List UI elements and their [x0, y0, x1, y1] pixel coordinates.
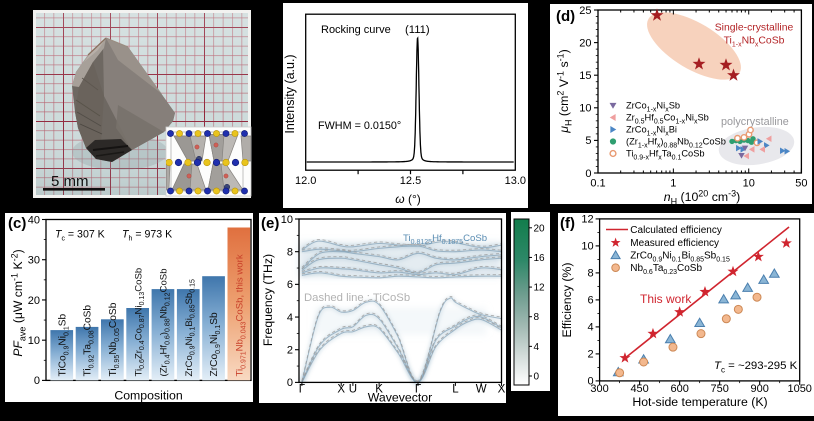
svg-text:FWHM = 0.0150°: FWHM = 0.0150° [318, 120, 401, 132]
svg-text:8: 8 [534, 312, 540, 323]
svg-text:Measured efficiency: Measured efficiency [630, 238, 719, 249]
svg-text:X: X [498, 384, 506, 396]
svg-text:μH (cm2 V-1 s-1): μH (cm2 V-1 s-1) [555, 49, 573, 134]
svg-text:X: X [337, 384, 345, 396]
svg-text:Ti0.8125Hf0.1875CoSb: Ti0.8125Hf0.1875CoSb [403, 233, 487, 246]
svg-text:450: 450 [630, 383, 648, 395]
svg-text:600: 600 [670, 383, 688, 395]
svg-text:12: 12 [581, 214, 593, 226]
svg-text:(d): (d) [556, 8, 575, 25]
svg-text:12: 12 [534, 283, 546, 294]
svg-text:Γ: Γ [299, 384, 306, 396]
svg-text:30: 30 [28, 255, 40, 267]
svg-text:2: 2 [287, 345, 293, 357]
svg-text:6: 6 [287, 279, 293, 291]
svg-text:ZrCo0.9Ni0.1Bi0.85Sb0.15: ZrCo0.9Ni0.1Bi0.85Sb0.15 [630, 251, 730, 264]
svg-text:ZrCo1-xNixBi: ZrCo1-xNixBi [626, 125, 677, 138]
svg-text:0: 0 [287, 377, 293, 389]
svg-text:nH (1020 cm-3): nH (1020 cm-3) [664, 188, 741, 206]
svg-text:Single-crystalline: Single-crystalline [715, 23, 794, 34]
svg-text:Wavevector: Wavevector [368, 391, 432, 405]
svg-text:10: 10 [579, 103, 591, 115]
svg-text:15: 15 [579, 70, 591, 82]
svg-text:ZrCo0.9Ni0.1Sb: ZrCo0.9Ni0.1Sb [209, 312, 222, 377]
svg-text:PFave (μW cm-1 K-2): PFave (μW cm-1 K-2) [9, 249, 27, 356]
svg-text:40: 40 [28, 214, 40, 226]
svg-text:13.0: 13.0 [505, 175, 526, 187]
svg-text:4: 4 [587, 322, 593, 334]
svg-text:Intensity (a.u.): Intensity (a.u.) [283, 54, 297, 133]
svg-text:900: 900 [751, 383, 769, 395]
svg-text:Tc = 307 K: Tc = 307 K [55, 229, 105, 243]
svg-text:U: U [349, 384, 357, 396]
svg-text:50: 50 [795, 178, 807, 190]
svg-text:8: 8 [287, 246, 293, 258]
svg-text:TiCo0.9Ni0.1Sb: TiCo0.9Ni0.1Sb [57, 313, 70, 376]
svg-text:(Zr0.4Hf0.6)0.88Nb0.12CoSb: (Zr0.4Hf0.6)0.88Nb0.12CoSb [159, 268, 172, 376]
svg-text:12.0: 12.0 [295, 175, 316, 187]
svg-text:10: 10 [281, 214, 293, 226]
svg-text:Ti0.971Nb0.043CoSb, this work: Ti0.971Nb0.043CoSb, this work [234, 254, 247, 376]
svg-text:Composition: Composition [114, 389, 183, 403]
svg-text:Ti1-xNbxCoSb: Ti1-xNbxCoSb [724, 36, 785, 49]
svg-text:4: 4 [287, 312, 293, 324]
svg-text:ZrCo1-xNixSb: ZrCo1-xNixSb [626, 101, 680, 114]
svg-text:This work: This work [640, 292, 692, 306]
svg-text:Efficiency (%): Efficiency (%) [560, 263, 574, 338]
svg-text:20: 20 [534, 223, 546, 234]
svg-text:1050: 1050 [787, 383, 811, 395]
svg-text:Ti0.92Ta0.08CoSb: Ti0.92Ta0.08CoSb [83, 305, 96, 377]
svg-text:10: 10 [743, 178, 755, 190]
svg-text:4: 4 [534, 342, 540, 353]
svg-text:20: 20 [28, 295, 40, 307]
svg-text:(111): (111) [405, 24, 430, 36]
svg-text:25: 25 [579, 5, 591, 17]
svg-text:5 mm: 5 mm [51, 173, 89, 190]
svg-text:20: 20 [579, 37, 591, 49]
svg-text:750: 750 [710, 383, 728, 395]
svg-text:ZrCo0.9Ni0.1Bi0.85Sb0.15: ZrCo0.9Ni0.1Bi0.85Sb0.15 [184, 279, 197, 376]
svg-text:2: 2 [587, 349, 593, 361]
svg-text:Zr0.5Hf0.5Co1-xNixSb: Zr0.5Hf0.5Co1-xNixSb [626, 113, 709, 126]
svg-text:1: 1 [670, 178, 676, 190]
svg-text:8: 8 [587, 268, 593, 280]
svg-text:12.5: 12.5 [400, 175, 421, 187]
svg-text:Rocking curve: Rocking curve [321, 24, 391, 36]
svg-text:(f): (f) [560, 215, 575, 232]
svg-text:0: 0 [34, 375, 40, 387]
svg-text:0: 0 [534, 372, 540, 383]
svg-text:(Zr1-xHfx)0.88Nb0.12CoSb: (Zr1-xHfx)0.88Nb0.12CoSb [626, 137, 726, 150]
svg-text:Frequency (THz): Frequency (THz) [261, 254, 275, 346]
svg-text:Γ: Γ [415, 384, 422, 396]
svg-text:10: 10 [581, 241, 593, 253]
svg-text:16: 16 [534, 253, 546, 264]
svg-text:Ti0.95Nb0.05CoSb: Ti0.95Nb0.05CoSb [108, 302, 121, 376]
svg-text:0.1: 0.1 [590, 178, 605, 190]
svg-text:5: 5 [585, 135, 591, 147]
svg-text:Nb0.6Ta0.23CoSb: Nb0.6Ta0.23CoSb [630, 263, 702, 276]
svg-text:(c): (c) [8, 215, 26, 232]
svg-text:Th = 973 K: Th = 973 K [122, 229, 172, 243]
svg-text:300: 300 [590, 383, 608, 395]
svg-text:Tc = ~293-295 K: Tc = ~293-295 K [714, 360, 798, 374]
svg-text:K: K [375, 384, 383, 396]
svg-text:0: 0 [587, 376, 593, 388]
svg-text:(e): (e) [261, 215, 279, 232]
svg-text:Hot-side temperature (K): Hot-side temperature (K) [632, 395, 767, 409]
svg-text:Calculated efficiency: Calculated efficiency [630, 225, 722, 236]
svg-text:W: W [476, 384, 487, 396]
svg-text:L: L [452, 384, 459, 396]
svg-text:10: 10 [28, 335, 40, 347]
svg-text:6: 6 [587, 295, 593, 307]
svg-text:0: 0 [585, 168, 591, 180]
svg-text:polycrystalline: polycrystalline [721, 116, 789, 128]
svg-text:Ti0.9-xHfxTa0.1CoSb: Ti0.9-xHfxTa0.1CoSb [626, 149, 705, 162]
svg-text:ω (°): ω (°) [395, 192, 420, 206]
svg-text:Dashed line : TiCoSb: Dashed line : TiCoSb [304, 292, 410, 304]
svg-text:Ti0.6Zr0.4Co0.87Ni0.13CoSb: Ti0.6Zr0.4Co0.87Ni0.13CoSb [133, 268, 146, 377]
